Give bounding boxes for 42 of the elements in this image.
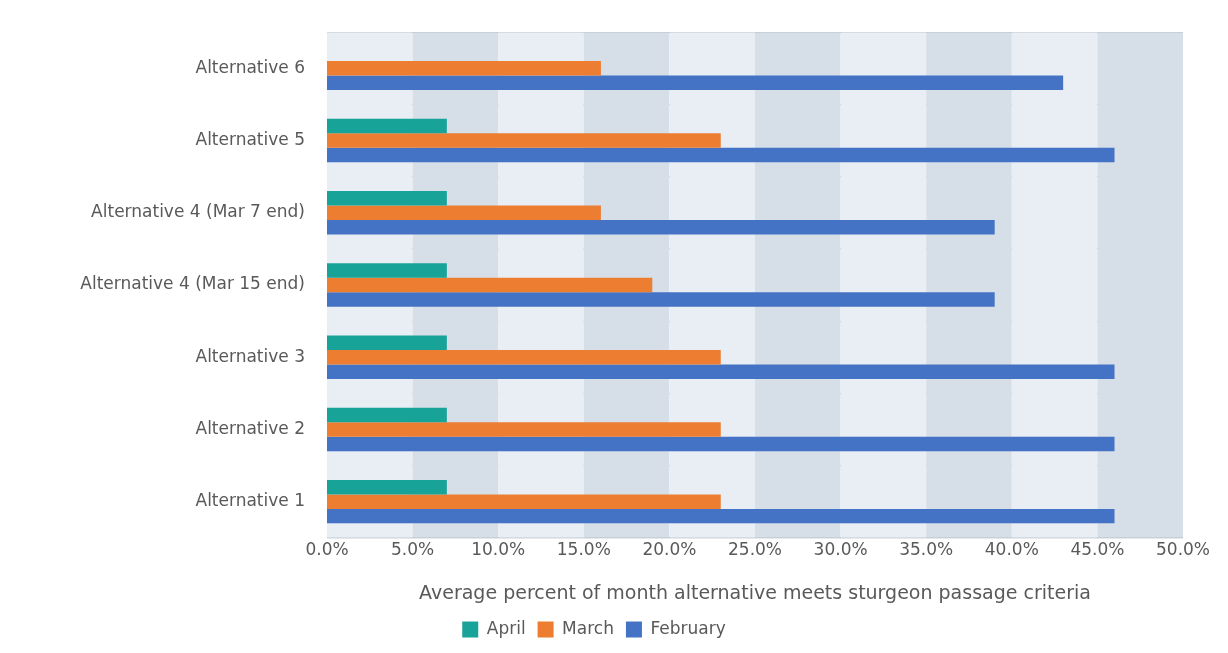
bar xyxy=(327,422,721,437)
x-tick-label: 35.0% xyxy=(899,539,954,560)
y-tick-label: Alternative 5 xyxy=(195,128,305,149)
x-tick-label: 10.0% xyxy=(471,539,526,560)
bar xyxy=(327,75,1064,90)
x-tick-label: 15.0% xyxy=(556,539,611,560)
y-tick-label: Alternative 4 (Mar 7 end) xyxy=(91,201,305,222)
x-tick-label: 0.0% xyxy=(305,539,349,560)
bar xyxy=(327,61,601,76)
bar xyxy=(327,494,721,509)
y-tick-label: Alternative 4 (Mar 15 end) xyxy=(80,273,305,294)
bar xyxy=(327,191,447,206)
bar xyxy=(327,118,447,134)
bar xyxy=(327,263,447,278)
bar xyxy=(327,277,653,293)
bar xyxy=(327,407,447,423)
bar xyxy=(327,133,721,148)
bar xyxy=(327,364,1115,379)
bar xyxy=(327,292,995,307)
bar xyxy=(327,147,1115,163)
bar xyxy=(327,436,1115,452)
bar xyxy=(327,205,601,220)
x-tick-label: 30.0% xyxy=(813,539,868,560)
y-tick-label: Alternative 3 xyxy=(195,345,305,366)
y-tick-label: Alternative 6 xyxy=(195,56,305,77)
legend-label: April xyxy=(486,617,526,638)
bar xyxy=(327,350,721,365)
bar xyxy=(327,480,447,495)
x-tick-label: 40.0% xyxy=(984,539,1039,560)
legend-label: March xyxy=(562,617,614,638)
y-tick-label: Alternative 1 xyxy=(195,490,305,511)
x-tick-label: 50.0% xyxy=(1155,539,1211,560)
bar xyxy=(327,219,995,235)
x-tick-label: 45.0% xyxy=(1070,539,1125,560)
x-tick-label: 20.0% xyxy=(642,539,697,560)
x-tick-label: 5.0% xyxy=(391,539,435,560)
bar xyxy=(327,508,1115,524)
bar xyxy=(327,335,447,351)
y-tick-label: Alternative 2 xyxy=(195,417,305,438)
legend-label: February xyxy=(650,617,726,638)
x-axis-title: Average percent of month alternative meets sturgeon passage criteria xyxy=(419,580,1091,603)
x-tick-label: 25.0% xyxy=(727,539,783,560)
